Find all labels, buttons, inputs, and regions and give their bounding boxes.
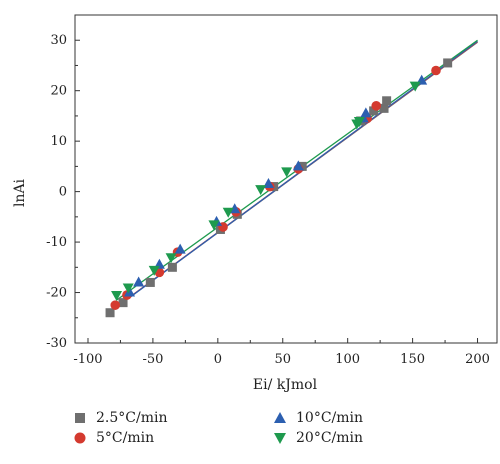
- y-axis-label: lnAi: [12, 178, 28, 207]
- x-axis: -100 -50 0 50 100 150 200: [73, 338, 490, 367]
- data-point: [208, 220, 220, 231]
- data-point: [174, 243, 186, 254]
- legend-item-2-5: 2.5°C/min: [72, 410, 167, 426]
- data-point: [292, 160, 304, 171]
- legend-label: 20°C/min: [296, 430, 364, 446]
- x-axis-label: Ei/ kJmol: [253, 377, 318, 393]
- data-point: [222, 207, 234, 218]
- legend-item-5: 5°C/min: [72, 430, 154, 446]
- legend-label: 10°C/min: [296, 410, 364, 426]
- data-point: [281, 167, 293, 178]
- data-point: [369, 106, 379, 116]
- data-point: [255, 185, 267, 196]
- x-tick-label: -100: [73, 352, 102, 367]
- x-tick-label: 200: [465, 352, 490, 367]
- data-point: [167, 262, 177, 272]
- data-point: [105, 308, 115, 318]
- legend-label: 2.5°C/min: [96, 410, 168, 426]
- plot-border: [74, 14, 498, 344]
- y-tick-label: -10: [46, 235, 67, 250]
- y-tick-label: 10: [50, 134, 67, 149]
- x-tick-label: 50: [274, 352, 291, 367]
- square-marker-icon: [75, 413, 85, 423]
- data-point: [118, 298, 128, 308]
- data-markers: [105, 58, 453, 318]
- data-point: [124, 286, 136, 297]
- x-tick-label: -50: [142, 352, 163, 367]
- x-tick-label: 100: [335, 352, 360, 367]
- y-tick-label: 30: [50, 33, 67, 48]
- y-tick-label: 20: [50, 84, 67, 99]
- plot-frame: [74, 14, 498, 344]
- data-point: [360, 107, 372, 118]
- data-point: [431, 65, 441, 76]
- data-point: [133, 276, 145, 287]
- data-point: [353, 116, 365, 127]
- y-tick-label: -20: [46, 286, 67, 301]
- data-point: [443, 58, 453, 68]
- x-tick-label: 150: [400, 352, 425, 367]
- legend-item-10: 10°C/min: [272, 410, 363, 426]
- data-point: [110, 300, 121, 310]
- triangle-up-marker-icon: [274, 412, 286, 423]
- legend: 2.5°C/min 5°C/min 10°C/min 20°C/min: [0, 400, 500, 464]
- legend-item-20: 20°C/min: [272, 430, 363, 446]
- data-point: [409, 81, 421, 92]
- y-axis: -30 -20 -10 0 10 20 30: [46, 33, 80, 351]
- data-point: [122, 283, 134, 294]
- data-point: [148, 265, 160, 276]
- data-point: [165, 253, 177, 264]
- circle-marker-icon: [74, 432, 86, 444]
- data-point: [382, 96, 392, 106]
- data-point: [371, 101, 382, 111]
- data-point: [145, 277, 155, 287]
- y-tick-label: 0: [59, 185, 67, 200]
- x-tick-label: 0: [214, 352, 222, 367]
- triangle-down-marker-icon: [274, 433, 286, 444]
- y-tick-label: -30: [46, 336, 67, 351]
- data-point: [379, 103, 389, 113]
- data-point: [111, 291, 123, 302]
- legend-label: 5°C/min: [96, 430, 155, 446]
